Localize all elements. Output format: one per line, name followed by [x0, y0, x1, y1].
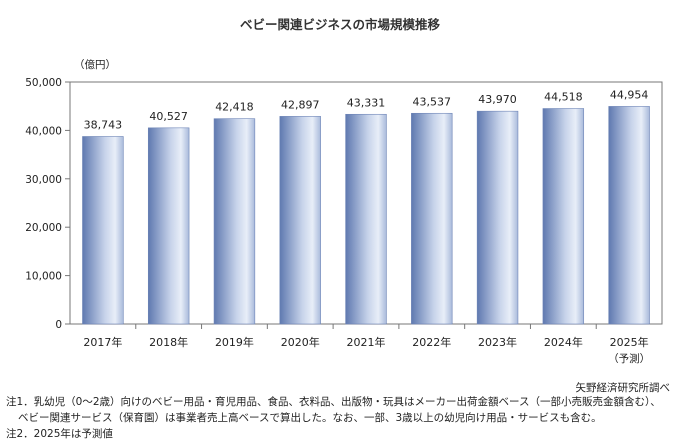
- footnote-1-line-1: 注1．乳幼児（0～2歳）向けのベビー用品・育児用品、食品、衣料品、出版物・玩具は…: [6, 396, 661, 408]
- x-tick-label: 2025年: [610, 335, 649, 349]
- bar-value-label: 44,518: [544, 91, 583, 104]
- x-tick-label: 2018年: [149, 335, 188, 349]
- source-note: 矢野経済研究所調べ: [575, 382, 671, 394]
- footnote-1-line-2: ベビー関連サービス（保育園）は事業者売上高ベースで算出した。なお、一部、3歳以上…: [18, 412, 602, 424]
- bar-value-label: 42,418: [215, 101, 254, 114]
- bar-value-label: 43,537: [413, 95, 452, 108]
- bar-value-label: 43,970: [478, 93, 517, 106]
- bar-2021年: [345, 113, 387, 325]
- bar-value-label: 42,897: [281, 98, 320, 111]
- bar-2018年: [147, 127, 190, 325]
- bar-2022年: [411, 112, 453, 325]
- bar-2024年: [542, 108, 585, 325]
- x-tick-label: 2023年: [478, 335, 517, 349]
- y-axis-unit-label: （億円）: [74, 58, 116, 71]
- x-tick-label: 2017年: [83, 335, 122, 349]
- y-tick-label: 30,000: [25, 174, 62, 186]
- bar-value-label: 44,954: [610, 88, 649, 101]
- bar-2017年: [82, 136, 124, 325]
- bar-value-label: 40,527: [149, 110, 188, 123]
- bar-2020年: [279, 116, 321, 325]
- x-tick-label: 2022年: [412, 335, 451, 349]
- bar-2019年: [213, 118, 256, 325]
- y-tick-label: 0: [55, 319, 62, 331]
- y-tick-label: 20,000: [25, 222, 62, 234]
- bar-value-label: 38,743: [84, 118, 123, 131]
- bar-value-label: 43,331: [347, 96, 386, 109]
- x-tick-label: 2020年: [281, 335, 320, 349]
- y-tick-label: 40,000: [25, 125, 62, 137]
- y-tick-label: 50,000: [25, 77, 62, 89]
- chart-title: ベビー関連ビジネスの市場規模推移: [239, 17, 440, 32]
- x-tick-label: 2021年: [347, 335, 386, 349]
- y-tick-label: 10,000: [25, 271, 62, 283]
- x-tick-sublabel: （予測）: [608, 352, 650, 365]
- footnote-2: 注2．2025年は予測値: [6, 428, 113, 440]
- bar-2023年: [476, 110, 519, 325]
- bar-2025年: [608, 106, 650, 325]
- x-tick-label: 2024年: [544, 335, 583, 349]
- x-tick-label: 2019年: [215, 335, 254, 349]
